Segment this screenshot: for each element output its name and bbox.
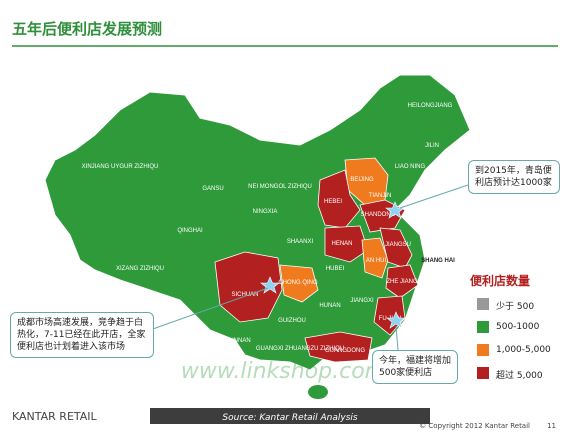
legend-swatch <box>477 344 489 356</box>
region-label: NINGXIA <box>253 209 278 215</box>
source: Source: Kantar Retail Analysis <box>222 413 357 423</box>
region-label: SHAANXI <box>287 239 314 245</box>
region-label: GUIZHOU <box>278 318 306 324</box>
legend-swatch <box>477 367 489 379</box>
callout-line <box>395 325 399 351</box>
legend-label: 1,000-5,000 <box>496 345 551 355</box>
callout: 到2015年，青岛便利店预计达1000家 <box>468 160 560 194</box>
source-bar <box>150 408 430 424</box>
legend-label: 500-1000 <box>496 322 540 332</box>
region-label: NEI MONGOL ZIZHIQU <box>248 184 312 190</box>
region-label: JIANGXI <box>350 298 374 304</box>
region-label: AN HUI <box>366 258 387 264</box>
region-label: HUNAN <box>319 303 340 309</box>
region-label: LIAO NING <box>395 164 426 170</box>
guangdong <box>304 331 373 363</box>
hainan <box>308 385 328 399</box>
anhui <box>361 237 389 279</box>
henan <box>324 225 369 263</box>
region-label: HEBEI <box>324 199 342 205</box>
page-number: 11 <box>547 422 556 430</box>
region-label: ZHE JIANG <box>386 279 418 285</box>
region-label: TIANJIN <box>369 193 392 199</box>
callout: 成都市场高速发展，竞争趋于白热化，7-11已经在此开店，全家便利店也计划着进入该… <box>10 312 154 358</box>
region-label: SHANG HAI <box>421 258 455 264</box>
star-fujian <box>386 311 406 329</box>
region-label: JILIN <box>425 143 439 149</box>
zhejiang <box>385 264 419 299</box>
region-label: SHANDONG <box>361 212 396 218</box>
star-qingdao <box>385 201 405 219</box>
region-label: YUNNAN <box>225 338 250 344</box>
region-label: JIANGSU <box>385 242 411 248</box>
callout-line <box>149 287 269 331</box>
region-label: GUANGDONG <box>325 348 365 354</box>
region-label: QINGHAI <box>177 228 203 234</box>
copyright: © Copyright 2012 Kantar Retail <box>419 422 530 430</box>
region-label: CHONG QING <box>278 280 318 286</box>
legend-label: 少于 500 <box>496 302 535 312</box>
legend-label: 超过 5,000 <box>496 371 543 381</box>
sichuan <box>214 251 283 323</box>
hebei <box>317 169 361 229</box>
callout: 今年，福建将增加500家便利店 <box>372 350 458 384</box>
callout-line <box>399 184 469 209</box>
region-fills <box>214 157 419 363</box>
chongqing <box>279 264 319 303</box>
callout-lines <box>149 184 469 351</box>
legend-swatches <box>477 298 489 379</box>
region-label: GUANGXI ZHUANGZU ZIZHIQU <box>256 346 344 352</box>
region-label: GANSU <box>202 186 223 192</box>
region-label: HENAN <box>331 241 352 247</box>
region-label: BEIJING <box>350 177 374 183</box>
fujian <box>373 295 406 336</box>
city-stars <box>260 201 406 329</box>
region-label: HEILONGJIANG <box>408 103 453 109</box>
region-label: SICHUAN <box>231 292 258 298</box>
legend-swatch <box>477 298 489 310</box>
legend-swatch <box>477 321 489 333</box>
jiangsu <box>379 227 413 269</box>
region-label: XINJIANG UYGUR ZIZHIQU <box>82 164 159 170</box>
region-label: XIZANG ZIZHIQU <box>116 266 164 272</box>
region-label: HUBEI <box>326 266 345 272</box>
region-labels: HEILONGJIANG JILIN LIAO NING XINJIANG UY… <box>82 103 456 354</box>
legend-title: 便利店数量 <box>470 274 531 288</box>
slide-title: 五年后便利店发展预测 <box>12 20 162 38</box>
brand: KANTAR RETAIL <box>12 410 98 423</box>
